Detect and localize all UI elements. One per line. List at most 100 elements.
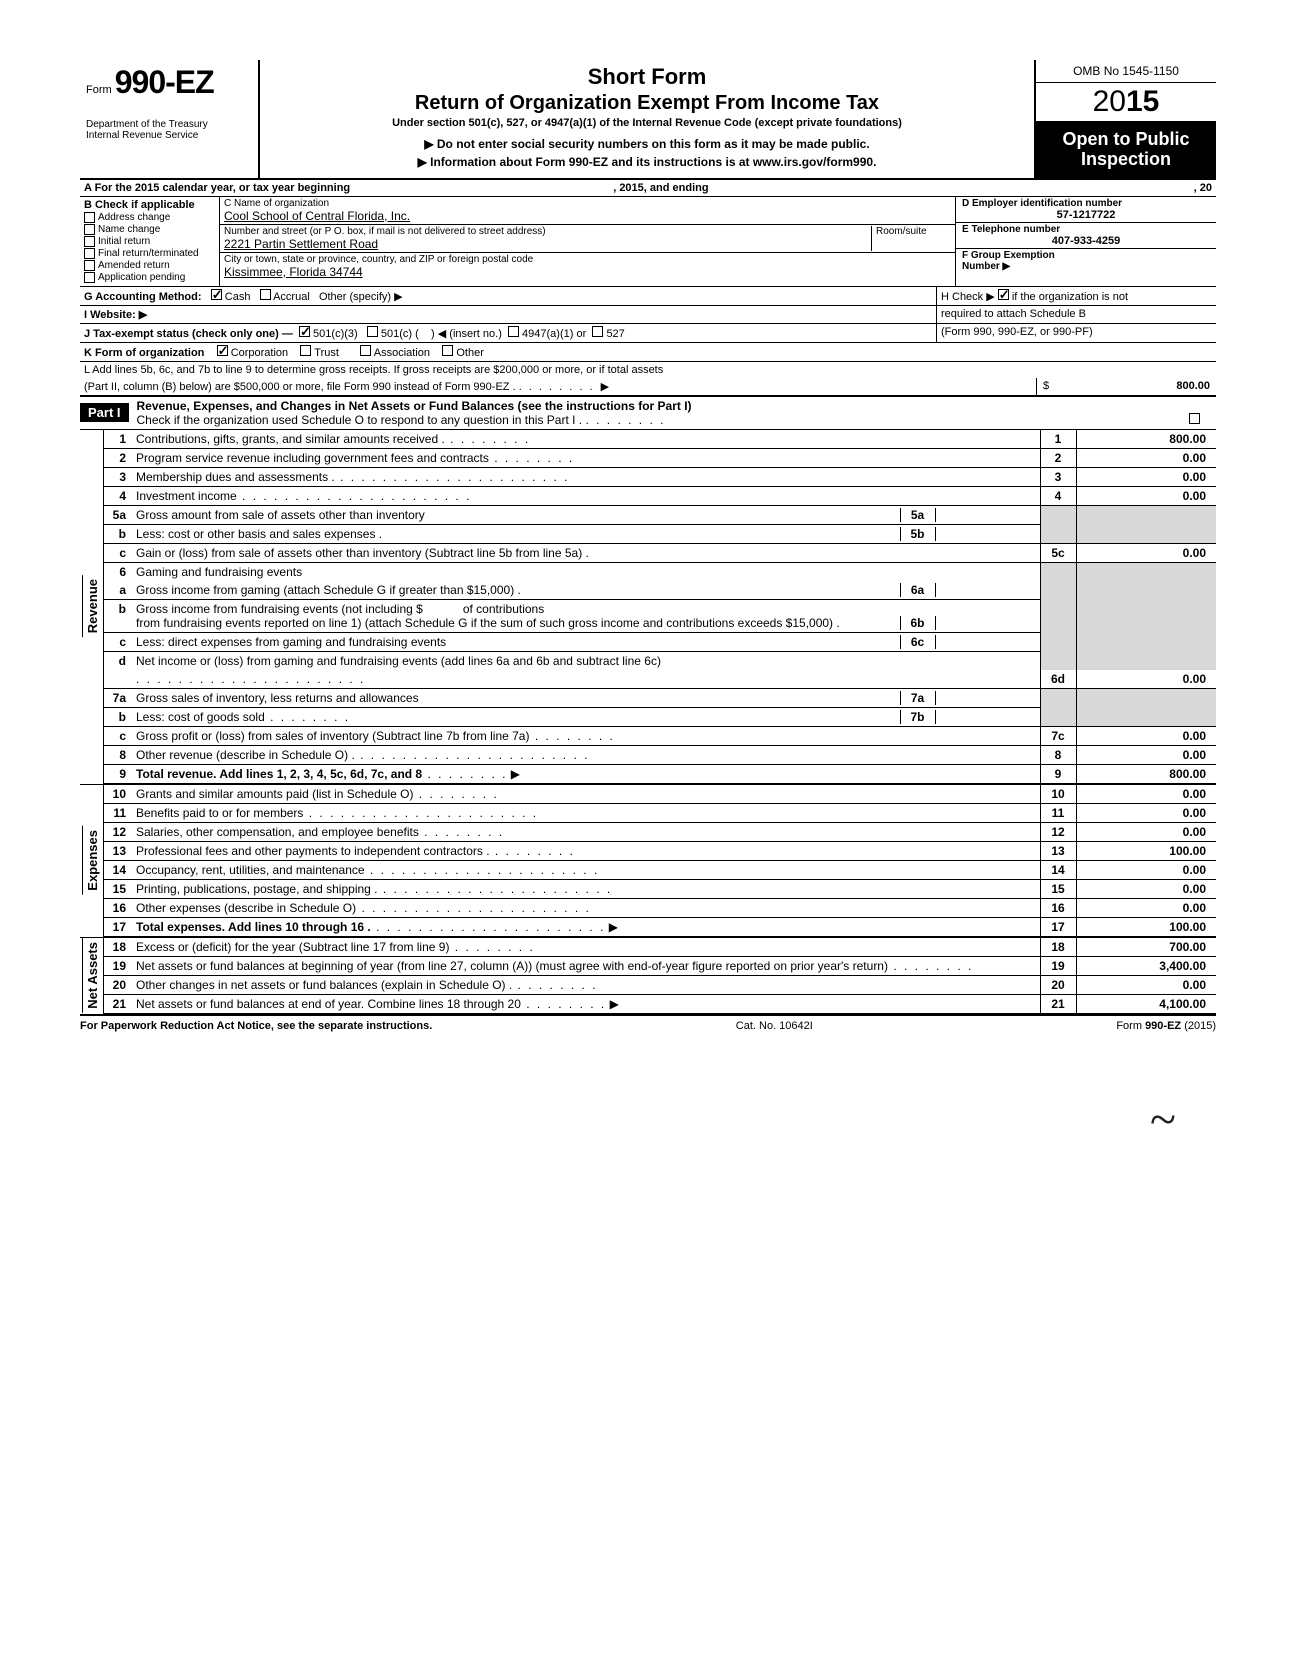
lnum: 12 (104, 822, 132, 841)
lnum: 5a (104, 505, 132, 524)
lnum: 1 (104, 430, 132, 449)
desc: Other changes in net assets or fund bala… (136, 978, 512, 992)
c-addr-label: Number and street (or P O. box, if mail … (224, 226, 871, 237)
form-label: Form (86, 84, 112, 96)
chk-initial[interactable]: Initial return (84, 236, 215, 247)
j-501c3: 501(c)(3) (313, 328, 358, 340)
row-g: G Accounting Method: Cash Accrual Other … (80, 287, 1216, 306)
desc: Gaming and fundraising events (132, 562, 1040, 581)
checkbox-icon[interactable] (84, 272, 95, 283)
c-name-value: Cool School of Central Florida, Inc. (224, 209, 951, 223)
j-501c-b: ) ◀ (insert no.) (431, 328, 502, 340)
rnum: 16 (1040, 898, 1076, 917)
shade (1076, 688, 1216, 726)
chk-trust[interactable] (300, 345, 311, 356)
amt: 0.00 (1076, 467, 1216, 486)
lnum: 6 (104, 562, 132, 581)
title-short-form: Short Form (270, 64, 1024, 90)
chk-4947[interactable] (508, 326, 519, 337)
chk-corp[interactable] (217, 345, 228, 356)
section-bcdef: B Check if applicable Address change Nam… (80, 197, 1216, 287)
amt: 0.00 (1076, 898, 1216, 917)
part1-header-row: Part I Revenue, Expenses, and Changes in… (80, 395, 1216, 430)
desc: Membership dues and assessments . (136, 470, 335, 484)
chk-527[interactable] (592, 326, 603, 337)
desc: Less: direct expenses from gaming and fu… (136, 635, 446, 649)
signature: ~ (80, 1092, 1216, 1147)
chk-address-change[interactable]: Address change (84, 212, 215, 223)
chk-pending[interactable]: Application pending (84, 272, 215, 283)
checkbox-icon[interactable] (84, 224, 95, 235)
desc: Net assets or fund balances at end of ye… (136, 997, 521, 1011)
shade (1076, 505, 1216, 543)
rnum: 3 (1040, 467, 1076, 486)
chk-other[interactable] (442, 345, 453, 356)
line-2: 2Program service revenue including gover… (104, 448, 1216, 467)
line-14: 14Occupancy, rent, utilities, and mainte… (104, 860, 1216, 879)
desc: Salaries, other compensation, and employ… (136, 825, 419, 839)
rnum: 6d (1040, 670, 1076, 689)
chk-h[interactable] (998, 289, 1009, 300)
chk-amended[interactable]: Amended return (84, 260, 215, 271)
chk-cash[interactable] (211, 289, 222, 300)
subtitle: Under section 501(c), 527, or 4947(a)(1)… (270, 117, 1024, 129)
desc: Total expenses. Add lines 10 through 16 … (136, 920, 371, 934)
open-line2: Inspection (1040, 150, 1212, 170)
chk-schedo[interactable] (1189, 413, 1200, 424)
lnum: 7a (104, 688, 132, 707)
e-label: E Telephone number (962, 224, 1210, 235)
lnum: 9 (104, 764, 132, 783)
rnum: 14 (1040, 860, 1076, 879)
desc: Gross amount from sale of assets other t… (136, 508, 425, 522)
part1-title-text: Revenue, Expenses, and Changes in Net As… (137, 399, 692, 413)
lnum: a (104, 581, 132, 600)
row-a: A For the 2015 calendar year, or tax yea… (80, 180, 1216, 197)
checkbox-icon[interactable] (84, 248, 95, 259)
j-527: 527 (606, 328, 624, 340)
netassets-label: Net Assets (82, 938, 102, 1013)
desc: Program service revenue including govern… (136, 451, 489, 465)
row-a-right: , 20 (956, 180, 1216, 196)
row-h3: (Form 990, 990-EZ, or 990-PF) (936, 324, 1216, 342)
lnum: c (104, 726, 132, 745)
line-16: 16 Other expenses (describe in Schedule O… (104, 898, 1216, 917)
omb-number: OMB No 1545-1150 (1036, 60, 1216, 83)
footer-right: Form 990-EZ (2015) (1116, 1020, 1216, 1032)
checkbox-icon[interactable] (84, 260, 95, 271)
line-6d: 6d0.00 (104, 670, 1216, 689)
checkbox-icon[interactable] (84, 212, 95, 223)
netassets-table: 18Excess or (deficit) for the year (Subt… (104, 938, 1216, 1014)
rnum: 9 (1040, 764, 1076, 783)
amt: 0.00 (1076, 448, 1216, 467)
chk-label: Final return/terminated (98, 248, 199, 259)
rnum: 4 (1040, 486, 1076, 505)
j-501c: 501(c) ( (381, 328, 419, 340)
chk-assoc[interactable] (360, 345, 371, 356)
amt: 0.00 (1076, 670, 1216, 689)
header-mid: Short Form Return of Organization Exempt… (260, 60, 1036, 178)
checkbox-icon[interactable] (84, 236, 95, 247)
line-1: 1Contributions, gifts, grants, and simil… (104, 430, 1216, 449)
chk-final[interactable]: Final return/terminated (84, 248, 215, 259)
desc: Gross income from fundraising events (no… (136, 602, 423, 616)
amt: 0.00 (1076, 785, 1216, 804)
lnum: 3 (104, 467, 132, 486)
midnum: 7a (900, 691, 936, 705)
rnum: 12 (1040, 822, 1076, 841)
footer-form: 990-EZ (1145, 1020, 1181, 1032)
note-ssn: ▶ Do not enter social security numbers o… (270, 137, 1024, 151)
j-4947: 4947(a)(1) or (522, 328, 586, 340)
desc: Other expenses (describe in Schedule O) (136, 901, 356, 915)
lnum: c (104, 543, 132, 562)
dollar-icon: $ (1043, 380, 1049, 393)
g-other: Other (specify) ▶ (319, 291, 403, 303)
chk-accrual[interactable] (260, 289, 271, 300)
lnum: d (104, 651, 132, 670)
row-h2: required to attach Schedule B (936, 306, 1216, 323)
chk-501c3[interactable] (299, 326, 310, 337)
line-17: 17Total expenses. Add lines 10 through 1… (104, 917, 1216, 936)
chk-501c[interactable] (367, 326, 378, 337)
revenue-table: 1Contributions, gifts, grants, and simil… (104, 430, 1216, 784)
lnum: 10 (104, 785, 132, 804)
chk-name-change[interactable]: Name change (84, 224, 215, 235)
